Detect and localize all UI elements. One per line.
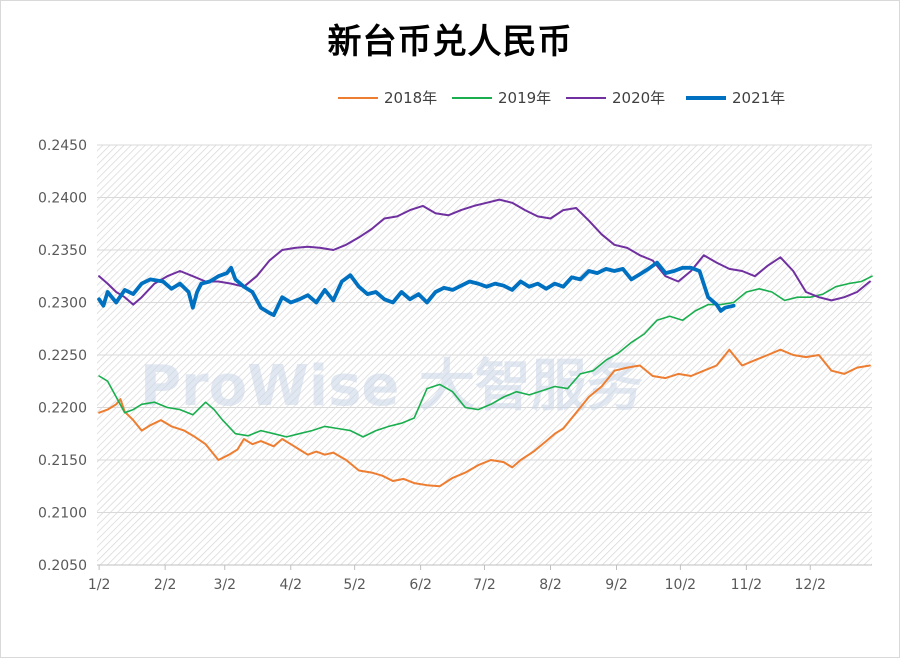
legend-label: 2020年 bbox=[612, 89, 666, 107]
x-tick-label: 4/2 bbox=[279, 577, 302, 593]
y-tick-label: 0.2050 bbox=[38, 558, 87, 574]
series-line-2021 bbox=[97, 260, 736, 318]
x-tick-label: 2/2 bbox=[154, 577, 177, 593]
series-line-2018 bbox=[98, 348, 871, 488]
legend-swatch bbox=[452, 97, 492, 99]
legend-swatch bbox=[566, 97, 606, 99]
x-tick-label: 6/2 bbox=[409, 577, 432, 593]
series-line-2019 bbox=[98, 275, 873, 438]
x-tick-label: 11/2 bbox=[731, 577, 762, 593]
x-tick-label: 9/2 bbox=[605, 577, 628, 593]
x-tick-label: 7/2 bbox=[473, 577, 496, 593]
y-tick-label: 0.2200 bbox=[38, 401, 87, 417]
x-tick-label: 12/2 bbox=[795, 577, 826, 593]
x-tick-label: 3/2 bbox=[213, 577, 236, 593]
x-tick-label: 5/2 bbox=[343, 577, 366, 593]
legend-swatch bbox=[686, 96, 726, 100]
chart-title: 新台币兑人民币 bbox=[327, 22, 573, 62]
y-tick-label: 0.2450 bbox=[38, 138, 87, 154]
x-tick-label: 1/2 bbox=[88, 577, 111, 593]
watermark: ProWise 大智服务 bbox=[140, 354, 643, 419]
chart-legend: 2018年 2019年 2020年 2021年 bbox=[0, 86, 900, 110]
y-tick-label: 0.2150 bbox=[38, 453, 87, 469]
legend-label: 2019年 bbox=[498, 89, 552, 107]
y-tick-label: 0.2400 bbox=[38, 191, 87, 207]
y-tick-label: 0.2100 bbox=[38, 506, 87, 522]
y-tick-label: 0.2350 bbox=[38, 243, 87, 259]
x-tick-label: 10/2 bbox=[665, 577, 696, 593]
legend-label: 2018年 bbox=[384, 89, 438, 107]
y-tick-label: 0.2300 bbox=[38, 296, 87, 312]
x-tick-label: 8/2 bbox=[539, 577, 562, 593]
legend-label: 2021年 bbox=[732, 89, 786, 107]
y-tick-label: 0.2250 bbox=[38, 348, 87, 364]
legend-swatch bbox=[338, 97, 378, 99]
